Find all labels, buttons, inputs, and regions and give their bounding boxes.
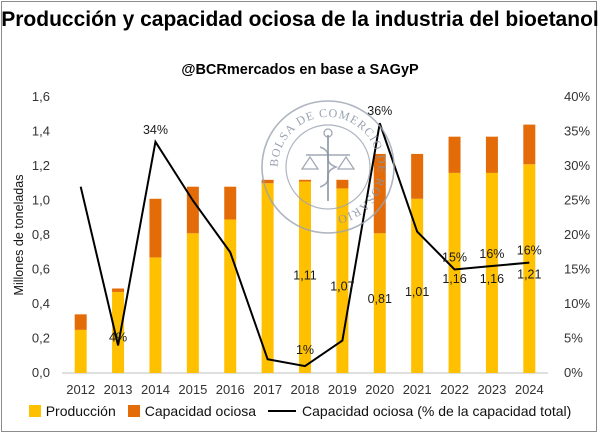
x-tick-label: 2013 xyxy=(104,382,133,397)
legend-swatch-capacidad-ociosa xyxy=(127,405,140,417)
y-tick-label: 0,0 xyxy=(32,365,50,380)
line-capacidad-ociosa-pct xyxy=(79,122,530,368)
y-tick-label: 1,2 xyxy=(32,158,50,173)
bar-produccion xyxy=(523,164,536,373)
x-tick-label: 2017 xyxy=(253,382,282,397)
x-tick-label: 2018 xyxy=(291,382,320,397)
x-tick-label: 2023 xyxy=(477,382,506,397)
bar-capacidad-ociosa xyxy=(411,153,424,199)
bar-produccion xyxy=(74,329,87,373)
x-tick-label: 2014 xyxy=(141,382,170,397)
legend-swatch-line xyxy=(268,410,297,412)
bar-capacidad-ociosa xyxy=(149,198,162,258)
y2-tick-label: 25% xyxy=(564,193,590,208)
y-tick-label: 0,2 xyxy=(32,331,50,346)
bar-produccion xyxy=(448,172,461,373)
y-tick-label: 0,4 xyxy=(32,296,50,311)
bar-capacidad-ociosa xyxy=(373,153,386,234)
bar-capacidad-ociosa xyxy=(224,186,237,220)
line-data-label: 4% xyxy=(109,330,127,344)
y2-tick-label: 5% xyxy=(564,331,583,346)
bar-produccion xyxy=(112,291,125,373)
legend-item-capacidad-ociosa: Capacidad ociosa xyxy=(127,403,257,419)
bar-capacidad-ociosa xyxy=(336,179,349,189)
x-tick-label: 2015 xyxy=(178,382,207,397)
y-tick-label: 0,8 xyxy=(32,227,50,242)
bar-capacidad-ociosa xyxy=(485,136,498,173)
y-axis-label: Millones de toneladas xyxy=(12,175,26,296)
bar-data-label: 1,07 xyxy=(330,280,354,294)
legend-swatch-produccion xyxy=(28,405,41,417)
bar-capacidad-ociosa xyxy=(186,186,199,234)
x-tick-label: 2012 xyxy=(66,382,95,397)
chart-legend: Producción Capacidad ociosa Capacidad oc… xyxy=(0,403,600,419)
y2-tick-label: 35% xyxy=(564,124,590,139)
bar-data-label: 1,01 xyxy=(405,285,429,299)
bar-data-label: 1,16 xyxy=(480,272,504,286)
y2-tick-label: 0% xyxy=(564,365,583,380)
line-data-label: 16% xyxy=(479,247,504,261)
line-data-label: 16% xyxy=(517,244,542,258)
x-tick-label: 2022 xyxy=(440,382,469,397)
bar-data-label: 1,16 xyxy=(442,272,466,286)
y2-tick-label: 10% xyxy=(564,296,590,311)
line-data-label: 1% xyxy=(296,343,314,357)
x-tick-label: 2021 xyxy=(403,382,432,397)
x-tick-label: 2020 xyxy=(365,382,394,397)
x-tick-label: 2019 xyxy=(328,382,357,397)
x-tick-label: 2016 xyxy=(216,382,245,397)
y-tick-label: 0,6 xyxy=(32,262,50,277)
bar-produccion xyxy=(149,257,162,373)
bar-produccion xyxy=(261,183,274,373)
bar-data-label: 1,21 xyxy=(517,268,541,282)
legend-item-produccion: Producción xyxy=(28,403,116,419)
y2-tick-label: 20% xyxy=(564,227,590,242)
y-tick-label: 1,0 xyxy=(32,193,50,208)
legend-label-capacidad-ociosa: Capacidad ociosa xyxy=(144,403,257,419)
bar-capacidad-ociosa xyxy=(74,314,87,330)
line-data-label: 15% xyxy=(442,251,467,265)
legend-label-capacidad-ociosa-pct: Capacidad ociosa (% de la capacidad tota… xyxy=(302,403,572,419)
bar-capacidad-ociosa xyxy=(112,288,125,292)
bar-produccion xyxy=(485,172,498,373)
chart-title: Producción y capacidad ociosa de la indu… xyxy=(1,8,599,31)
y2-tick-label: 15% xyxy=(564,262,590,277)
y-tick-label: 1,4 xyxy=(32,124,50,139)
bolsa-de-comercio-seal-logo: BOLSA DE COMERCIO DE ROSARIO xyxy=(261,100,395,234)
x-tick-label: 2024 xyxy=(515,382,544,397)
legend-item-capacidad-ociosa-pct: Capacidad ociosa (% de la capacidad tota… xyxy=(268,403,571,419)
bar-produccion xyxy=(224,219,237,373)
bar-produccion xyxy=(411,198,424,373)
y2-tick-label: 30% xyxy=(564,158,590,173)
legend-label-produccion: Producción xyxy=(45,403,116,419)
line-data-label: 36% xyxy=(367,104,392,118)
bar-capacidad-ociosa xyxy=(448,136,461,173)
y2-tick-label: 40% xyxy=(564,89,590,104)
bar-capacidad-ociosa xyxy=(261,179,274,184)
bar-data-label: 1,11 xyxy=(293,268,316,282)
line-data-label: 34% xyxy=(143,123,168,137)
chart-subtitle: @BCRmercados en base a SAGyP xyxy=(181,62,419,78)
bar-capacidad-ociosa xyxy=(299,179,311,182)
y-tick-label: 1,6 xyxy=(32,89,50,104)
bar-produccion xyxy=(186,233,199,373)
bar-produccion xyxy=(373,233,386,373)
bar-capacidad-ociosa xyxy=(523,124,536,165)
bar-data-label: 0,81 xyxy=(368,292,392,306)
